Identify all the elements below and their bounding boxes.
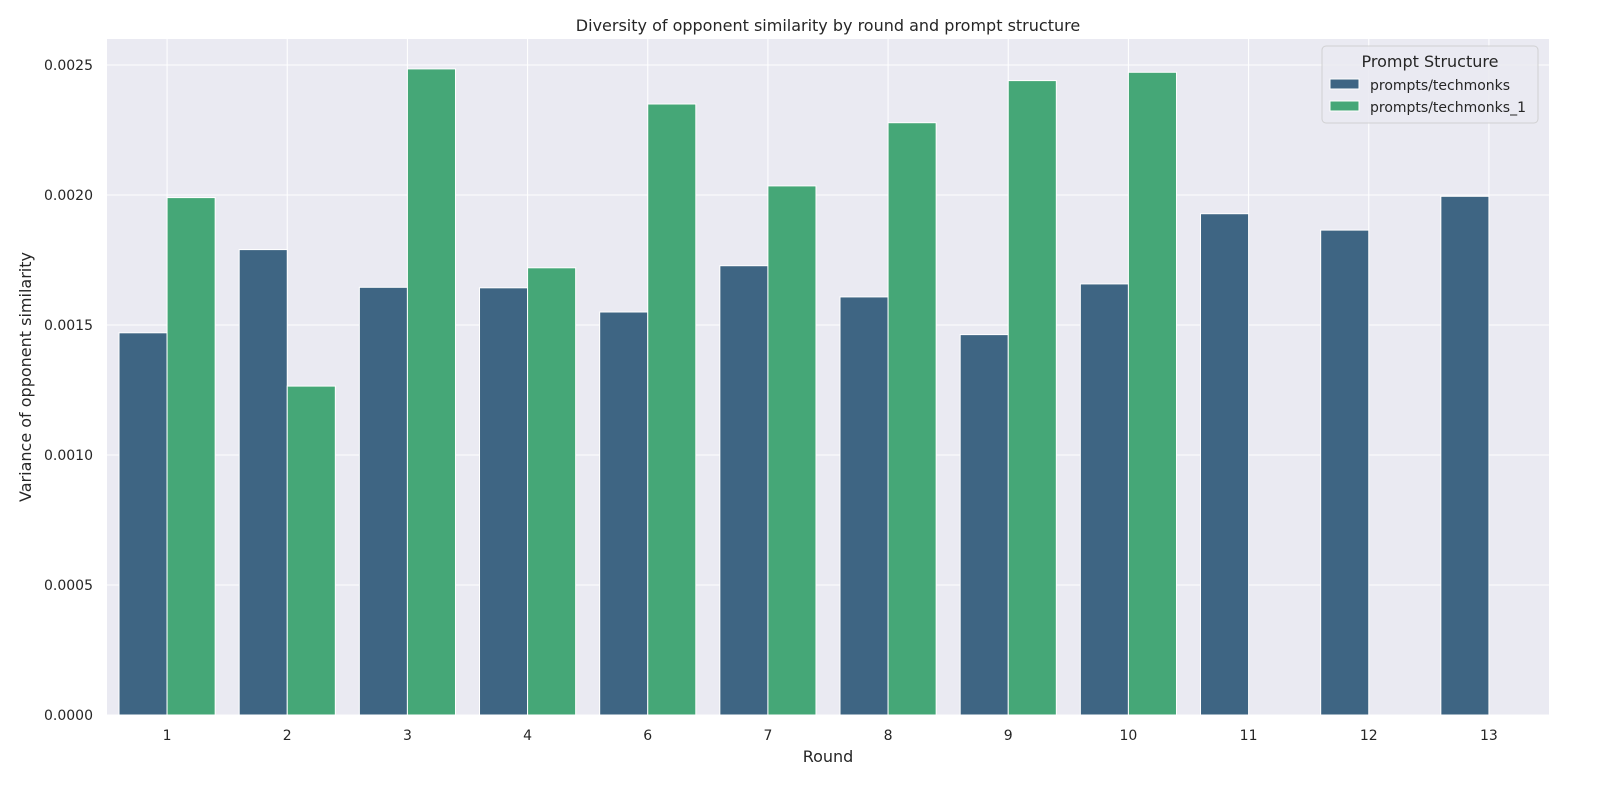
bar-prompts-techmonks-1-round-6 [647, 103, 697, 716]
bar-prompts-techmonks-round-7 [719, 265, 769, 716]
legend-label-techmonks-1: prompts/techmonks_1 [1370, 100, 1526, 116]
bar-prompts-techmonks-round-13 [1440, 195, 1490, 716]
bars [118, 68, 1490, 716]
bar-prompts-techmonks-1-round-7 [767, 185, 817, 716]
bar-prompts-techmonks-round-10 [1079, 283, 1129, 716]
bar-prompts-techmonks-round-3 [358, 286, 408, 716]
y-tick-label: 0.0010 [44, 448, 93, 464]
bar-prompts-techmonks-1-round-10 [1127, 71, 1177, 716]
y-tick-labels: 0.0000 0.0005 0.0010 0.0015 0.0020 0.0025 [44, 58, 93, 724]
x-tick-label: 10 [1120, 728, 1138, 744]
x-tick-label: 8 [884, 728, 893, 744]
x-tick-label: 12 [1360, 728, 1378, 744]
x-tick-label: 1 [163, 728, 172, 744]
y-axis-title: Variance of opponent similarity [16, 252, 35, 502]
bar-prompts-techmonks-1-round-8 [887, 122, 937, 716]
legend-swatch-techmonks-1 [1329, 100, 1360, 112]
bar-prompts-techmonks-round-6 [599, 311, 649, 716]
x-tick-label: 9 [1004, 728, 1013, 744]
legend-swatch-techmonks [1329, 78, 1360, 90]
bar-prompts-techmonks-round-12 [1320, 229, 1370, 716]
legend-label-techmonks: prompts/techmonks [1370, 78, 1510, 94]
legend: Prompt Structure prompts/techmonks promp… [1321, 45, 1539, 124]
x-tick-labels: 1 2 3 4 6 7 8 9 10 11 12 13 [163, 728, 1498, 744]
y-tick-label: 0.0015 [44, 318, 93, 334]
x-tick-label: 3 [403, 728, 412, 744]
bar-prompts-techmonks-1-round-1 [166, 197, 216, 716]
y-tick-label: 0.0005 [44, 578, 93, 594]
bar-prompts-techmonks-round-8 [839, 296, 889, 716]
x-tick-label: 11 [1240, 728, 1258, 744]
bar-prompts-techmonks-1-round-9 [1007, 80, 1057, 716]
y-tick-label: 0.0020 [44, 188, 93, 204]
x-tick-label: 2 [283, 728, 292, 744]
legend-title: Prompt Structure [1362, 52, 1499, 71]
x-tick-label: 7 [763, 728, 772, 744]
x-tick-label: 13 [1480, 728, 1498, 744]
chart-title: Diversity of opponent similarity by roun… [576, 16, 1080, 35]
bar-prompts-techmonks-1-round-2 [286, 385, 336, 716]
bar-prompts-techmonks-round-4 [479, 287, 529, 716]
plot-area [107, 39, 1549, 715]
y-tick-label: 0.0025 [44, 58, 93, 74]
bar-prompts-techmonks-round-9 [959, 334, 1009, 716]
x-axis-title: Round [803, 747, 854, 766]
x-tick-label: 6 [643, 728, 652, 744]
bar-prompts-techmonks-round-2 [238, 249, 288, 716]
bar-prompts-techmonks-round-1 [118, 332, 168, 716]
x-tick-label: 4 [523, 728, 532, 744]
legend-box [1321, 45, 1539, 124]
bar-prompts-techmonks-1-round-3 [406, 68, 456, 716]
y-tick-label: 0.0000 [44, 708, 93, 724]
bar-prompts-techmonks-1-round-4 [527, 267, 577, 716]
bar-prompts-techmonks-round-11 [1200, 213, 1250, 716]
